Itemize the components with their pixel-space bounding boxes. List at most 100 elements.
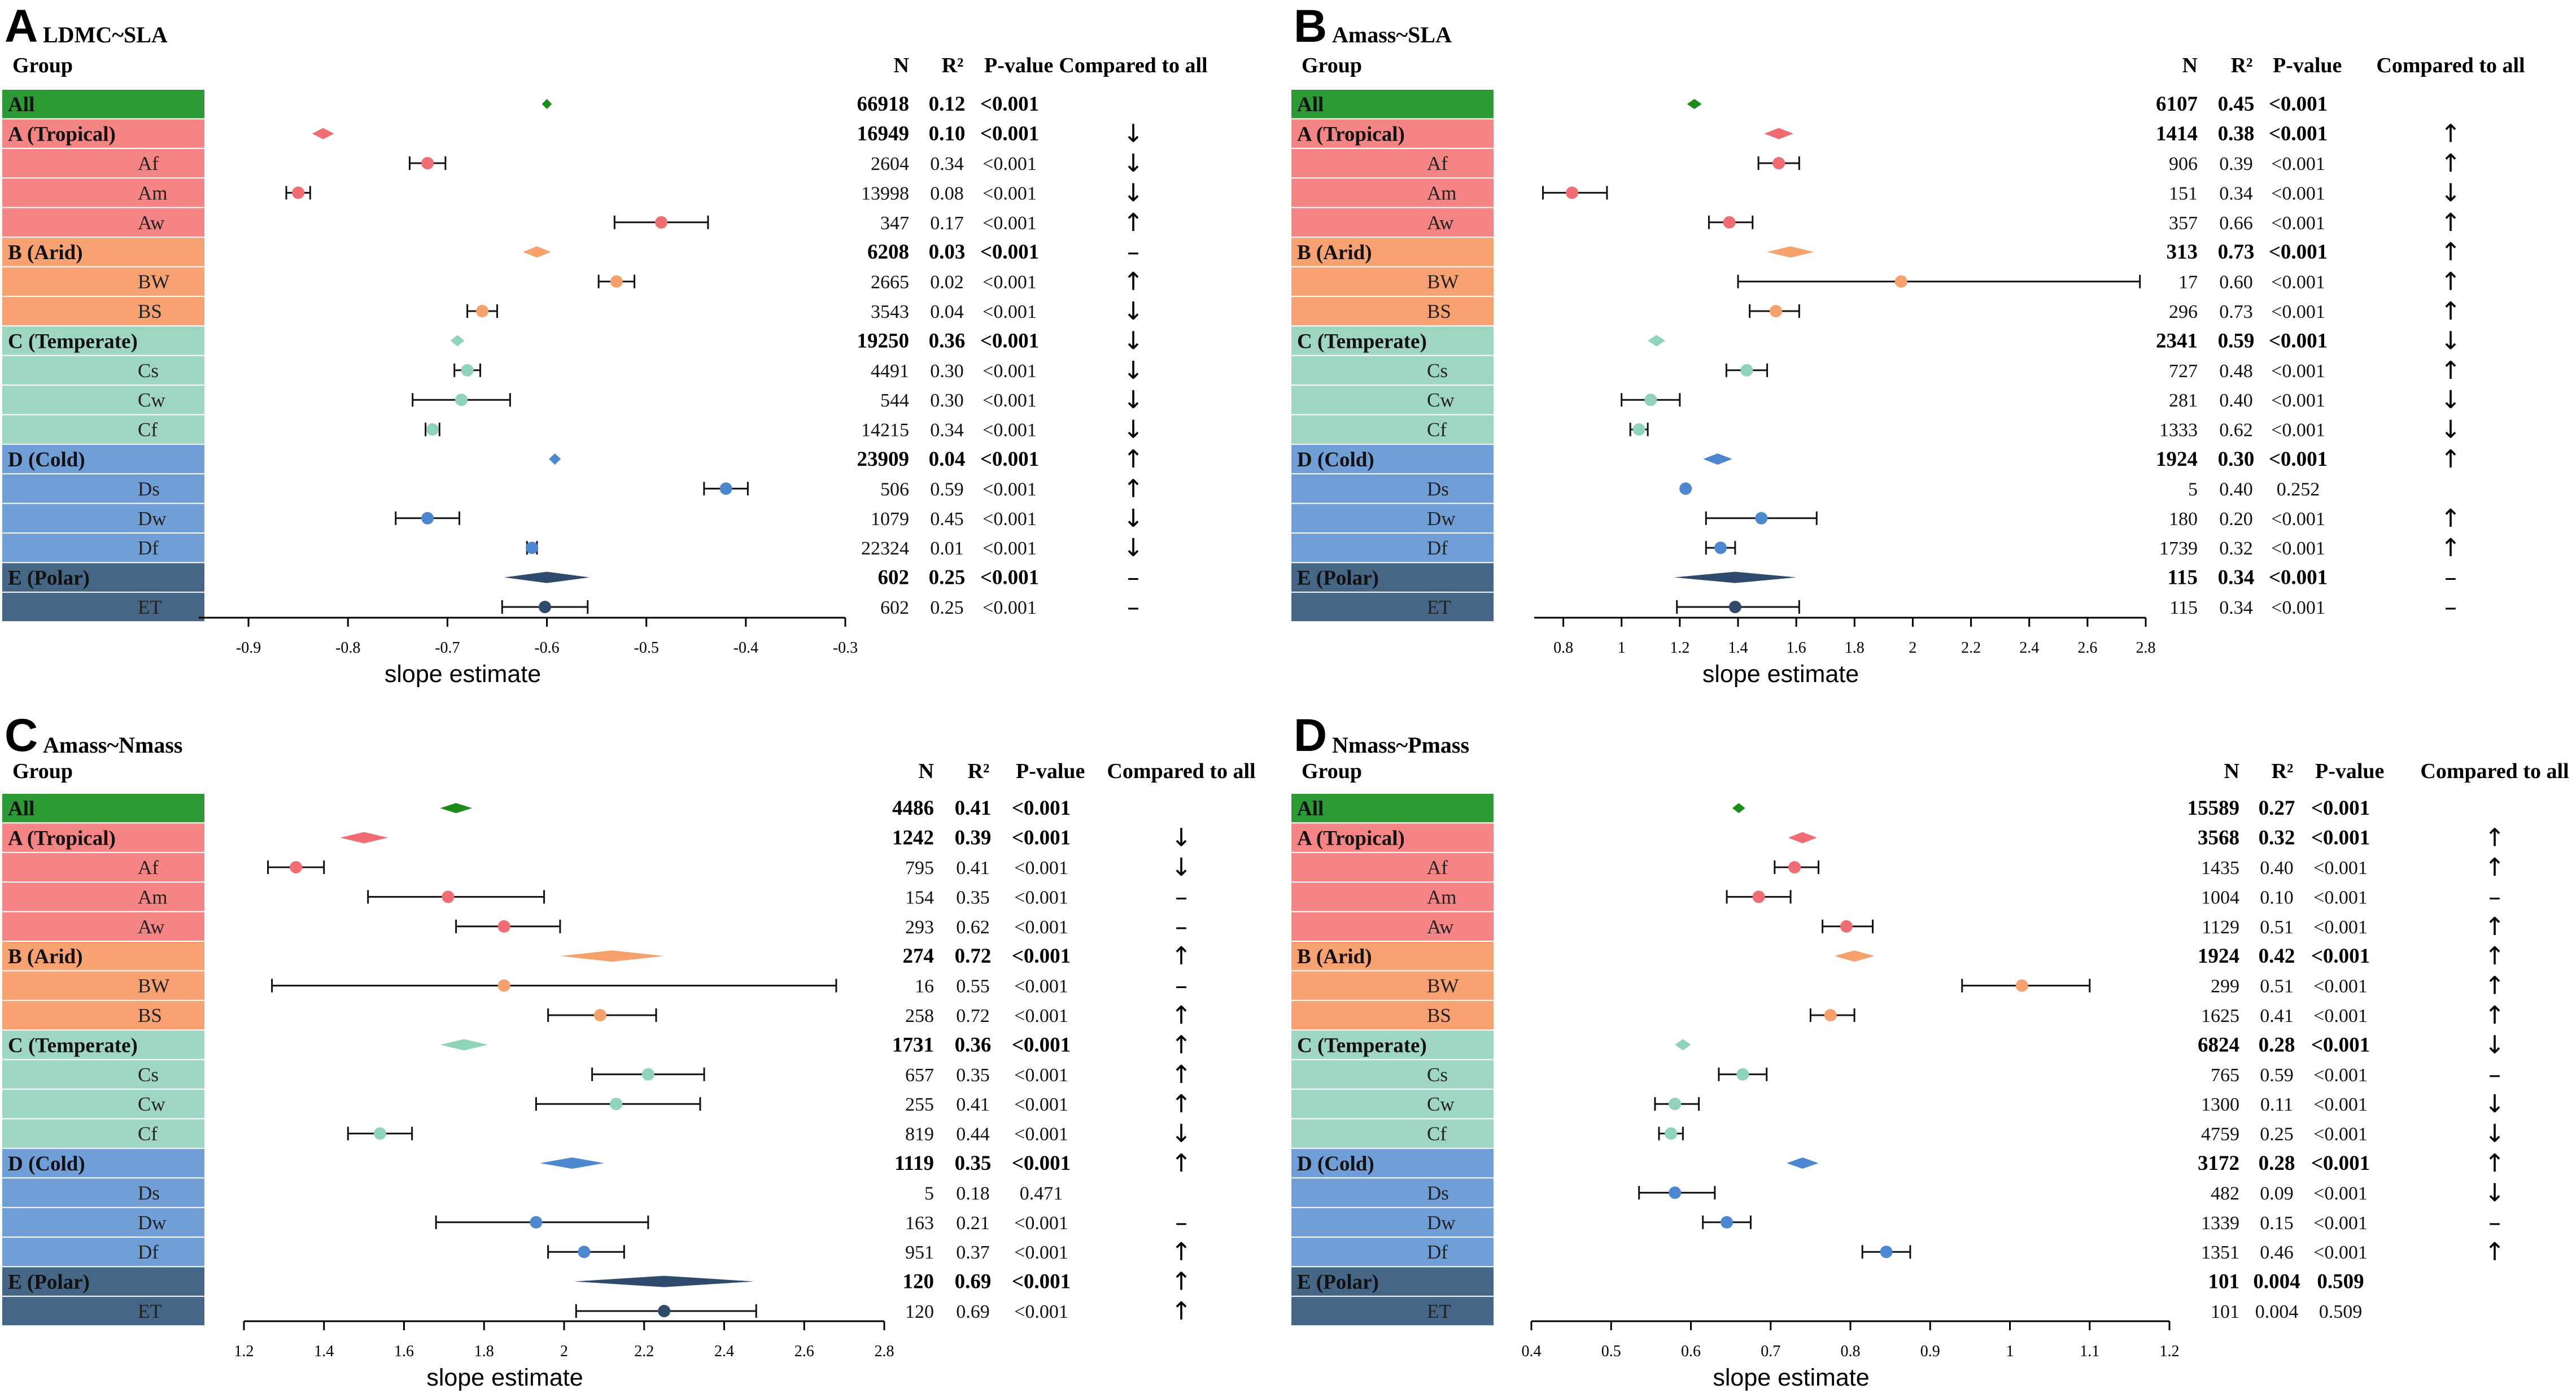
p-value: <0.001 bbox=[983, 597, 1037, 618]
row-label: Cs bbox=[1427, 1064, 1448, 1086]
group-band bbox=[2, 883, 204, 911]
r2-value: 0.11 bbox=[2260, 1094, 2293, 1115]
group-band bbox=[1291, 883, 1494, 911]
r2-value: 0.55 bbox=[956, 976, 990, 997]
row-label: Af bbox=[138, 152, 159, 174]
p-value: <0.001 bbox=[2311, 827, 2370, 850]
row-et: ET 101 0.004 0.509 bbox=[1291, 1296, 2362, 1326]
tick-label: 1.8 bbox=[474, 1343, 494, 1360]
r2-value: 0.46 bbox=[2260, 1242, 2294, 1263]
r2-value: 0.32 bbox=[2259, 827, 2295, 850]
row-label: B (Arid) bbox=[1297, 945, 1372, 968]
group-band bbox=[1291, 474, 1494, 503]
group-band bbox=[1291, 90, 1494, 119]
row-cw: Cw 1300 0.11 <0.001 ↓ bbox=[1291, 1090, 2505, 1119]
point-estimate bbox=[1788, 861, 1801, 873]
summary-diamond bbox=[1675, 1039, 1691, 1051]
n-value: 1625 bbox=[2201, 1006, 2239, 1026]
r2-value: 0.45 bbox=[930, 509, 964, 530]
summary-diamond bbox=[1788, 832, 1817, 844]
n-value: 22324 bbox=[861, 538, 909, 559]
row-label: Am bbox=[1427, 886, 1457, 908]
row-label: Cf bbox=[138, 1123, 158, 1145]
n-value: 151 bbox=[2169, 183, 2198, 204]
row-label: BS bbox=[1427, 300, 1451, 322]
group-band bbox=[2, 90, 204, 119]
r2-value: 0.40 bbox=[2219, 479, 2253, 500]
p-value: <0.001 bbox=[2313, 1213, 2368, 1234]
row-b-arid: B (Arid) 1924 0.42 <0.001 ↑ bbox=[1291, 942, 2505, 971]
row-label: Dw bbox=[138, 508, 167, 530]
row-label: Ds bbox=[138, 1182, 160, 1204]
r2-value: 0.34 bbox=[2219, 597, 2253, 618]
r2-value: 0.18 bbox=[956, 1183, 990, 1204]
p-value: <0.001 bbox=[2313, 976, 2368, 997]
tick-label: -0.7 bbox=[435, 639, 460, 657]
n-value: 120 bbox=[903, 1270, 935, 1294]
group-band bbox=[1291, 148, 1494, 178]
summary-diamond bbox=[504, 571, 590, 583]
compared-indicator: ↑ bbox=[2485, 1238, 2505, 1266]
row-et: ET 115 0.34 <0.001 – bbox=[1291, 592, 2457, 622]
panel-title: Amass~SLA bbox=[1332, 22, 1452, 47]
compared-indicator: – bbox=[2488, 1208, 2501, 1237]
row-b-arid: B (Arid) 274 0.72 <0.001 ↑ bbox=[2, 942, 1191, 971]
r2-value: 0.28 bbox=[2259, 1033, 2295, 1056]
group-band bbox=[2, 326, 204, 355]
row-am: Am 151 0.34 <0.001 ↓ bbox=[1291, 178, 2461, 207]
point-estimate bbox=[1714, 541, 1727, 554]
group-band bbox=[1291, 326, 1494, 355]
r2-value: 0.02 bbox=[930, 272, 964, 293]
row-a-tropical: A (Tropical) 1242 0.39 <0.001 ↓ bbox=[2, 823, 1191, 853]
p-value: <0.001 bbox=[1014, 976, 1068, 997]
group-band bbox=[1291, 119, 1494, 148]
r2-value: 0.38 bbox=[2218, 123, 2255, 146]
point-estimate bbox=[1752, 890, 1765, 903]
tick-label: -0.9 bbox=[236, 639, 261, 657]
point-estimate bbox=[1770, 305, 1783, 317]
row-bw: BW 299 0.51 <0.001 ↑ bbox=[1291, 971, 2505, 1001]
r2-value: 0.51 bbox=[2260, 917, 2294, 938]
compared-indicator: ↓ bbox=[2440, 326, 2461, 355]
r2-value: 0.59 bbox=[2260, 1065, 2294, 1086]
row-label: Dw bbox=[1427, 1212, 1456, 1234]
summary-diamond bbox=[540, 1157, 604, 1169]
n-value: 2665 bbox=[871, 272, 909, 293]
summary-diamond bbox=[560, 950, 665, 962]
n-value: 115 bbox=[2169, 597, 2198, 618]
compared-indicator: ↑ bbox=[2440, 149, 2461, 178]
row-label: ET bbox=[1427, 596, 1451, 618]
tick-label: 0.9 bbox=[1920, 1343, 1940, 1360]
point-estimate bbox=[373, 1127, 386, 1140]
n-value: 180 bbox=[2169, 509, 2198, 530]
row-label: All bbox=[1297, 797, 1324, 820]
summary-diamond bbox=[440, 1039, 488, 1051]
tick-label: 2.2 bbox=[1961, 639, 1981, 657]
p-value: <0.001 bbox=[2313, 1065, 2368, 1086]
row-label: Ds bbox=[1427, 1182, 1449, 1204]
compared-indicator: – bbox=[1175, 1208, 1187, 1237]
n-value: 163 bbox=[905, 1213, 934, 1234]
panel-letter: D bbox=[1294, 710, 1327, 761]
p-value: <0.001 bbox=[2271, 272, 2325, 293]
p-value: <0.001 bbox=[2271, 183, 2325, 204]
point-estimate bbox=[1824, 1009, 1837, 1021]
compared-indicator: ↑ bbox=[2485, 912, 2505, 941]
point-estimate bbox=[593, 1009, 606, 1021]
row-label: Ds bbox=[1427, 478, 1449, 500]
row-d-cold: D (Cold) 1119 0.35 <0.001 ↑ bbox=[2, 1148, 1191, 1178]
group-band bbox=[1291, 853, 1494, 882]
tick-label: -0.3 bbox=[833, 639, 858, 657]
p-value: <0.001 bbox=[1012, 1033, 1071, 1056]
row-label: Cs bbox=[138, 360, 159, 382]
row-af: Af 795 0.41 <0.001 ↓ bbox=[2, 853, 1191, 882]
row-a-tropical: A (Tropical) 16949 0.10 <0.001 ↓ bbox=[2, 119, 1143, 148]
compared-indicator: ↑ bbox=[1171, 1297, 1192, 1326]
compared-indicator: – bbox=[1127, 563, 1139, 592]
n-value: 482 bbox=[2211, 1183, 2239, 1204]
row-label: BS bbox=[1427, 1004, 1451, 1026]
header-group: Group bbox=[1302, 54, 1362, 77]
group-band bbox=[1291, 1001, 1494, 1030]
panel-title: Nmass~Pmass bbox=[1332, 732, 1469, 758]
panel-a: A LDMC~SLA Group N R² P-value Compared to all A… bbox=[2, 1, 1208, 688]
